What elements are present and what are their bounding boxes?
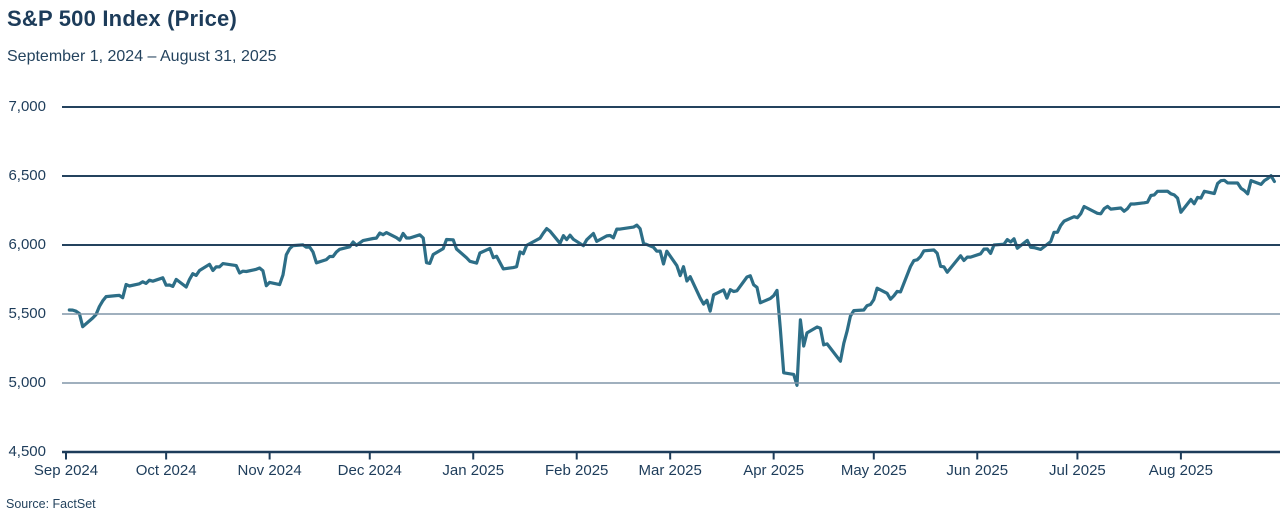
chart-title: S&P 500 Index (Price) [7, 6, 238, 31]
y-axis-tick-label: 4,500 [8, 443, 46, 460]
y-axis-tick-label: 6,500 [8, 167, 46, 184]
x-axis-tick-label: Apr 2025 [743, 462, 805, 479]
x-axis-tick-label: Oct 2024 [135, 462, 197, 479]
x-axis-tick-label: Jul 2025 [1049, 462, 1106, 479]
chart-subtitle: September 1, 2024 – August 31, 2025 [7, 48, 277, 65]
x-axis-tick-label: Jun 2025 [946, 462, 1009, 479]
source-note: Source: FactSet [6, 497, 96, 511]
y-axis-tick-label: 5,000 [8, 374, 46, 391]
x-axis-tick-label: Sep 2024 [33, 462, 99, 479]
x-axis-tick-label: Aug 2025 [1148, 462, 1213, 479]
x-axis-tick-label: May 2025 [840, 462, 907, 479]
y-axis-tick-label: 7,000 [8, 98, 46, 115]
y-axis-tick-label: 6,000 [8, 236, 46, 253]
x-axis-tick-label: Dec 2024 [337, 462, 402, 479]
x-axis-tick-label: Feb 2025 [545, 462, 609, 479]
x-axis-tick-label: Mar 2025 [638, 462, 702, 479]
price-line-series [67, 174, 1276, 387]
x-axis-tick-label: Jan 2025 [442, 462, 505, 479]
x-axis-tick-label: Nov 2024 [237, 462, 302, 479]
y-axis-tick-label: 5,500 [8, 305, 46, 322]
